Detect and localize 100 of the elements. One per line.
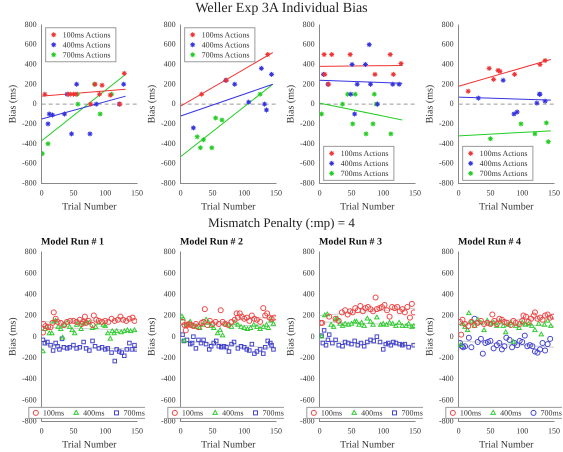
y-tick-label: 800 [442, 20, 454, 29]
y-tick-label: -400 [438, 138, 454, 148]
y-tick-label: -600 [438, 395, 454, 404]
x-tick-label: 150 [409, 426, 421, 436]
x-tick-label: 50 [347, 188, 356, 198]
x-axis-title: Trial Number [479, 440, 534, 451]
legend-label: 100ms [42, 408, 64, 418]
legend-label: 400ms Actions [480, 158, 528, 168]
x-tick-label: 100 [377, 188, 390, 198]
legend-label: 100ms [182, 408, 204, 418]
y-tick-label: 0 [310, 332, 315, 341]
y-tick-label: 200 [442, 310, 454, 320]
legend-label: 700ms Actions [62, 50, 110, 60]
y-tick-label: -400 [160, 138, 176, 148]
y-tick-label: 800 [442, 247, 454, 256]
y-tick-label: -200 [438, 352, 454, 362]
y-tick-label: 600 [442, 40, 454, 49]
chart-title: Model Run # 2 [180, 236, 244, 248]
y-tick-label: 200 [164, 79, 176, 88]
y-tick-label: -400 [438, 374, 454, 384]
legend-label: 400ms [222, 408, 244, 418]
y-tick-label: -400 [22, 138, 37, 148]
x-tick-label: 100 [99, 426, 112, 436]
legend-label: 700ms [540, 408, 562, 418]
y-tick-label: 400 [24, 289, 37, 298]
x-tick-label: 100 [238, 426, 250, 436]
y-tick-label: -400 [22, 374, 37, 384]
y-axis-title: Bias (ms) [146, 317, 158, 356]
y-tick-label: 0 [32, 332, 37, 341]
y-tick-label: -600 [300, 395, 315, 404]
y-axis-title: Bias (ms) [424, 84, 436, 124]
y-tick-label: 400 [164, 60, 176, 69]
x-tick-label: 0 [40, 426, 44, 436]
x-axis-title: Trial Number [62, 440, 118, 451]
x-tick-label: 0 [318, 426, 322, 436]
y-tick-label: 200 [164, 310, 176, 320]
legend-label: 400ms Actions [202, 40, 250, 50]
x-tick-label: 150 [548, 188, 560, 198]
x-tick-label: 150 [270, 426, 282, 436]
legend-label: 100ms Actions [202, 30, 250, 40]
y-tick-label: -600 [438, 158, 454, 168]
y-tick-label: 0 [172, 332, 176, 341]
x-tick-label: 0 [178, 188, 183, 198]
y-tick-label: -200 [22, 352, 37, 362]
x-axis-title: Trial Number [201, 202, 256, 213]
y-tick-label: 600 [302, 268, 315, 278]
y-tick-label: 600 [24, 268, 37, 278]
text: Mismatch Penalty (:mp) = 4 [207, 215, 356, 231]
y-tick-label: 0 [32, 99, 37, 108]
y-tick-label: -800 [438, 416, 454, 426]
y-tick-label: -800 [438, 178, 454, 188]
y-tick-label: -800 [160, 178, 176, 188]
y-tick-label: 800 [302, 247, 315, 256]
text: Weller Exp 3A Individual Bias [194, 1, 369, 17]
y-tick-label: 200 [24, 79, 37, 88]
chart-title: Model Run # 3 [318, 236, 382, 248]
x-tick-label: 50 [69, 188, 78, 198]
legend-label: 400ms [361, 408, 383, 418]
y-tick-label: 400 [302, 60, 315, 69]
y-tick-label: -600 [22, 395, 37, 404]
y-tick-label: 400 [24, 60, 37, 69]
x-axis-title: Trial Number [340, 202, 396, 213]
x-tick-label: 100 [516, 426, 528, 436]
y-tick-label: 400 [302, 289, 315, 298]
y-tick-label: -600 [300, 158, 315, 168]
x-tick-label: 100 [516, 188, 528, 198]
y-tick-label: -800 [160, 416, 176, 426]
y-tick-label: 800 [24, 20, 37, 29]
x-tick-label: 100 [99, 188, 112, 198]
legend-label: 100ms Actions [340, 148, 388, 158]
x-axis-title: Trial Number [479, 202, 534, 213]
y-tick-label: -800 [300, 416, 315, 426]
y-tick-label: -200 [160, 119, 176, 128]
y-tick-label: 0 [172, 99, 176, 108]
legend-label: 400ms [500, 408, 522, 418]
y-tick-label: 0 [450, 332, 454, 341]
y-tick-label: -800 [22, 178, 37, 188]
y-axis-title: Bias (ms) [8, 317, 19, 356]
x-tick-label: 50 [486, 426, 494, 436]
y-tick-label: 600 [302, 40, 315, 49]
x-tick-label: 150 [131, 188, 143, 198]
legend-label: 700ms Actions [340, 168, 388, 178]
y-axis-title: Bias (ms) [146, 84, 158, 124]
y-tick-label: -400 [300, 138, 315, 148]
x-tick-label: 150 [131, 426, 143, 436]
y-tick-label: 400 [442, 60, 454, 69]
legend-label: 100ms Actions [480, 148, 528, 158]
x-tick-label: 50 [208, 188, 216, 198]
legend-label: 100ms [320, 408, 342, 418]
x-tick-label: 150 [548, 426, 560, 436]
chart-title: Model Run # 1 [40, 236, 104, 248]
y-tick-label: 400 [164, 289, 176, 298]
x-tick-label: 50 [69, 426, 78, 436]
y-tick-label: -800 [300, 178, 315, 188]
x-tick-label: 50 [486, 188, 494, 198]
y-tick-label: -200 [160, 352, 176, 362]
legend-label: 400ms [83, 408, 105, 418]
y-tick-label: 600 [164, 268, 176, 278]
y-axis-title: Bias (ms) [424, 317, 436, 356]
y-tick-label: 200 [24, 310, 37, 320]
